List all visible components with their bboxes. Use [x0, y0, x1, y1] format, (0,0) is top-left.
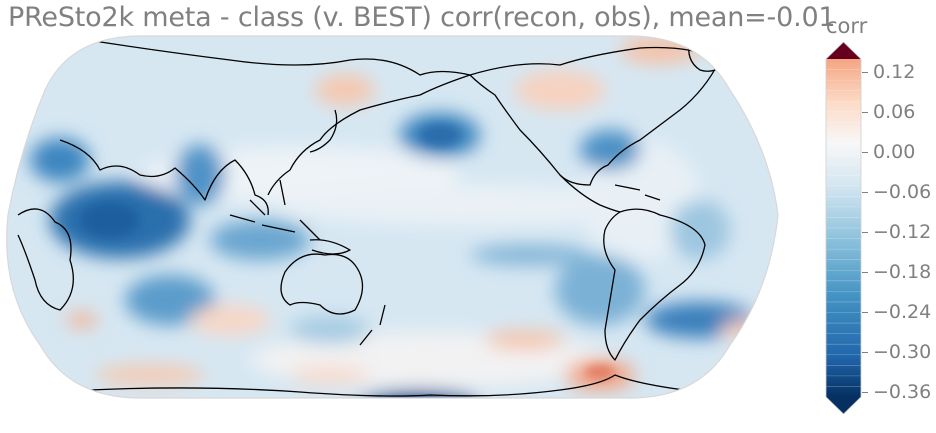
colorbar-body — [826, 59, 861, 397]
colorbar-tickmark — [862, 72, 868, 73]
new-guinea-coast — [309, 239, 351, 255]
colorbar-tickmark — [862, 312, 868, 313]
colorbar-tick-label: 0.12 — [873, 61, 916, 83]
colorbar — [825, 41, 862, 415]
colorbar-label: corr — [826, 14, 868, 38]
correlation-field — [6, 36, 778, 398]
colorbar-tickmark — [862, 112, 868, 113]
maritime-asia-coast — [229, 179, 321, 241]
south-asia-coast — [59, 139, 269, 216]
colorbar-tick-label: 0.06 — [873, 101, 916, 123]
colorbar-tickmark — [862, 392, 868, 393]
colorbar-tick-label: −0.24 — [873, 301, 932, 323]
new-zealand-coast — [359, 304, 386, 346]
africa-coast — [17, 208, 74, 311]
colorbar-extend-max — [826, 42, 861, 59]
colorbar-tick-label: −0.30 — [873, 341, 932, 363]
colorbar-tick-label: −0.12 — [873, 221, 932, 243]
colorbar-bands — [826, 69, 861, 387]
colorbar-tickmark — [862, 232, 868, 233]
australia-coast — [280, 253, 364, 315]
colorbar-tickmark — [862, 192, 868, 193]
colorbar-tickmark — [862, 352, 868, 353]
south-america-coast — [603, 208, 706, 361]
colorbar-outline — [825, 41, 862, 415]
colorbar-tick-label: 0.00 — [873, 141, 916, 163]
colorbar-tick-label: −0.18 — [873, 261, 932, 283]
map-title: PReSto2k meta - class (v. BEST) corr(rec… — [8, 2, 836, 33]
colorbar-tickmark — [862, 152, 868, 153]
colorbar-extend-min — [826, 397, 861, 414]
north-america-coast — [469, 46, 721, 186]
colorbar-tick-label: −0.36 — [873, 381, 932, 403]
japan-coast — [309, 109, 338, 153]
colorbar-tick-label: −0.06 — [873, 181, 932, 203]
colorbar-tickmark — [862, 272, 868, 273]
central-america-coast — [559, 174, 661, 213]
